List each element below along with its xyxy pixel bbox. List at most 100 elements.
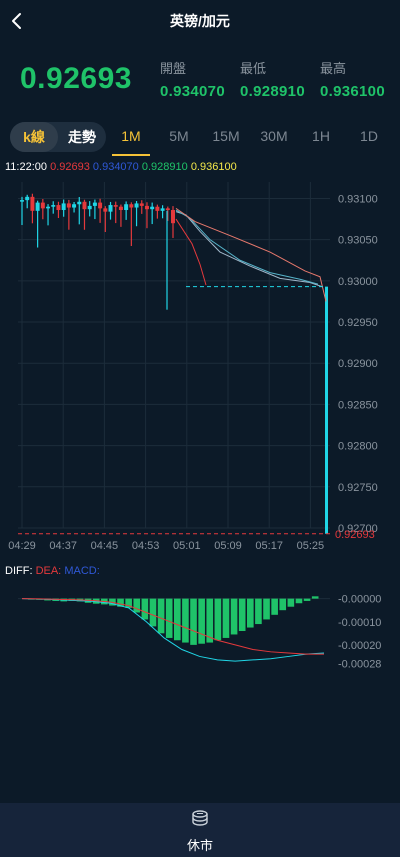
legend-diff: DIFF: [5, 565, 33, 577]
candle-body [165, 208, 170, 211]
candle-body [61, 203, 66, 211]
page-title: 英镑/加元 [170, 13, 230, 29]
candle-body [72, 204, 77, 208]
macd-bar [311, 596, 319, 599]
y-tick-label: 0.92950 [338, 317, 378, 329]
candle-body [144, 205, 149, 210]
low-value: 0.928910 [240, 83, 305, 100]
diff-line [21, 598, 325, 662]
chart-type-toggle: k線 走勢 [10, 122, 106, 152]
x-tick-label: 05:25 [297, 540, 325, 552]
candle-body [325, 286, 328, 534]
macd-bar [255, 598, 262, 625]
macd-y-tick-label: -0.00020 [338, 640, 381, 652]
high-value: 0.936100 [320, 83, 385, 100]
price-chart[interactable]: 0.93100 0.93050 0.93000 0.92950 0.92900 0.928… [0, 176, 400, 556]
tab-5m[interactable]: 5M [169, 128, 189, 144]
macd-bar [230, 598, 238, 635]
info-high: 0.936100 [190, 161, 237, 173]
x-tick-label: 05:09 [214, 540, 242, 552]
macd-y-tick-label: -0.00028 [338, 658, 381, 670]
tab-15m[interactable]: 15M [212, 128, 240, 144]
macd-bar [198, 598, 205, 644]
candle-body [30, 196, 35, 211]
current-price: 0.92693 [20, 62, 132, 95]
ohlc-info: 11:22:00 0.92693 0.934070 0.928910 0.936… [5, 161, 237, 173]
candle-body [77, 201, 82, 205]
candle-body [20, 200, 24, 202]
high-label: 最高 [320, 61, 347, 76]
candle-body [82, 201, 87, 210]
macd-bar [271, 598, 278, 615]
macd-bar [125, 598, 132, 608]
legend-macd: MACD: [64, 565, 100, 577]
candle-body [66, 203, 71, 208]
candle-body [118, 206, 123, 211]
macd-bar [117, 598, 124, 607]
candle-body [139, 203, 144, 206]
y-tick-label: 0.93000 [338, 276, 378, 288]
y-tick-label: 0.92700 [338, 523, 378, 535]
candle-body [113, 205, 118, 207]
open-value: 0.934070 [160, 83, 225, 100]
low-label: 最低 [240, 61, 267, 76]
candle-body [108, 205, 113, 212]
macd-bar [295, 598, 303, 604]
candle-body [150, 206, 155, 210]
info-time: 11:22:00 [5, 161, 48, 173]
candle-body [40, 202, 45, 209]
macd-y-tick-label: -0.00000 [338, 594, 381, 606]
market-closed-label[interactable]: 休市 [186, 838, 213, 853]
macd-bar [214, 598, 222, 641]
x-tick-label: 05:01 [173, 540, 201, 552]
macd-bar [287, 598, 295, 607]
candle-body [46, 206, 51, 209]
tab-1m[interactable]: 1M [112, 118, 150, 156]
x-tick-label: 04:37 [49, 540, 77, 552]
info-open: 0.934070 [92, 161, 139, 173]
info-close: 0.92693 [50, 161, 90, 173]
interval-tabs: k線 走勢 1M 5M 15M 30M 1H 1D [0, 118, 400, 156]
high-stat: 最高 0.936100 [320, 58, 385, 100]
open-label: 開盤 [160, 61, 187, 76]
candle-body [25, 196, 30, 201]
header: 英镑/加元 [0, 0, 400, 42]
candle-body [171, 210, 175, 224]
macd-bar [206, 598, 214, 643]
candle-body [87, 205, 92, 210]
candle-body [56, 205, 61, 211]
macd-bar [165, 598, 173, 638]
macd-bar [238, 598, 246, 631]
candle-body [134, 203, 139, 208]
x-tick-label: 04:45 [91, 540, 119, 552]
macd-bar [149, 598, 157, 627]
back-icon[interactable] [6, 8, 30, 34]
tab-1h[interactable]: 1H [312, 128, 330, 144]
coins-icon [188, 809, 212, 829]
macd-bar [222, 598, 230, 638]
legend-dea: DEA: [35, 565, 62, 577]
macd-bar [303, 598, 311, 601]
tab-trend[interactable]: 走勢 [68, 129, 96, 145]
x-tick-label: 05:17 [255, 540, 283, 552]
candle-body [103, 208, 108, 212]
y-tick-label: 0.92750 [338, 482, 378, 494]
tab-kline[interactable]: k線 [10, 122, 58, 152]
open-stat: 開盤 0.934070 [160, 58, 225, 100]
candle-body [155, 206, 160, 211]
candle-body [35, 202, 40, 211]
macd-bar [190, 598, 197, 645]
macd-chart[interactable]: -0.00000 -0.00010 -0.00020 -0.00028 [0, 586, 400, 676]
x-tick-label: 04:29 [8, 540, 36, 552]
ma-line [175, 209, 319, 285]
macd-bar [141, 598, 149, 620]
y-tick-label: 0.92900 [338, 358, 378, 370]
last-price-label: 0.92693 [335, 529, 375, 541]
candle-body [129, 204, 134, 208]
tab-1d[interactable]: 1D [360, 128, 378, 144]
candle-body [92, 202, 97, 206]
y-tick-label: 0.92800 [338, 441, 378, 453]
tab-30m[interactable]: 30M [260, 128, 288, 144]
ma-line [175, 218, 207, 286]
macd-bar [133, 598, 141, 613]
